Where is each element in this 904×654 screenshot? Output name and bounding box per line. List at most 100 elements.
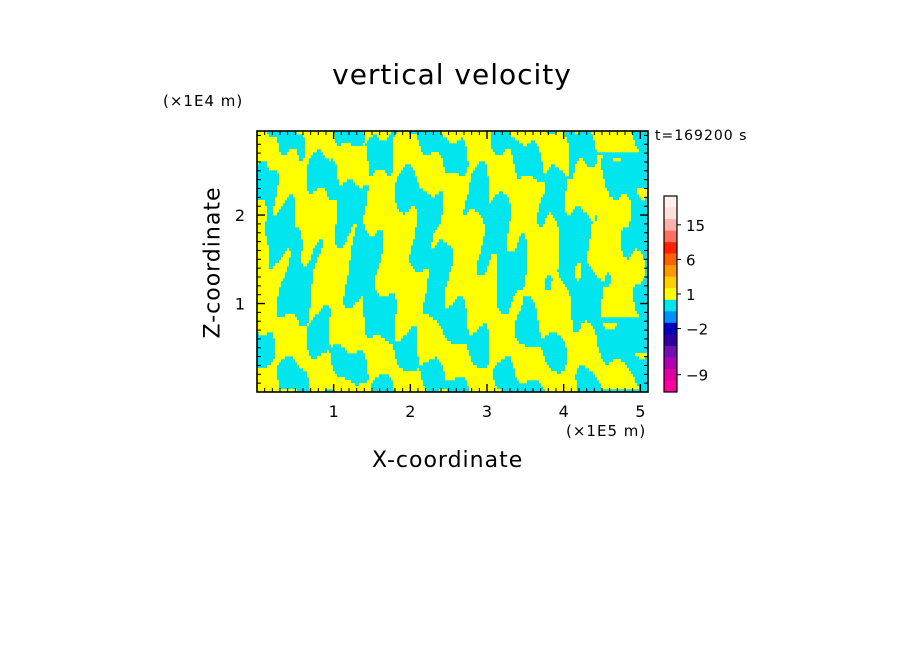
positive-region bbox=[365, 209, 399, 213]
positive-region bbox=[365, 134, 373, 138]
positive-region bbox=[441, 362, 473, 366]
positive-region bbox=[565, 206, 575, 210]
positive-region bbox=[393, 170, 401, 174]
positive-region bbox=[257, 371, 277, 375]
positive-region bbox=[509, 311, 519, 315]
positive-region bbox=[577, 278, 579, 282]
colorbar-segment bbox=[664, 380, 677, 393]
positive-region bbox=[397, 299, 425, 303]
positive-region bbox=[363, 143, 365, 147]
positive-region bbox=[303, 245, 315, 249]
positive-region bbox=[307, 371, 335, 375]
positive-region bbox=[329, 341, 389, 345]
positive-region bbox=[317, 188, 325, 192]
positive-region bbox=[273, 335, 307, 339]
positive-region bbox=[321, 248, 351, 252]
colorbar-segment bbox=[664, 311, 677, 324]
positive-region bbox=[447, 137, 461, 141]
positive-region bbox=[365, 224, 417, 228]
positive-region bbox=[307, 323, 309, 327]
positive-region bbox=[257, 383, 279, 387]
positive-region bbox=[441, 131, 491, 135]
positive-region bbox=[489, 362, 497, 366]
positive-region bbox=[367, 200, 395, 204]
positive-region bbox=[609, 362, 625, 366]
positive-region bbox=[275, 200, 285, 204]
positive-region bbox=[581, 326, 593, 330]
positive-region bbox=[305, 146, 367, 150]
positive-region bbox=[577, 161, 585, 165]
positive-region bbox=[507, 245, 517, 249]
positive-region bbox=[257, 245, 269, 249]
positive-region bbox=[257, 257, 269, 261]
positive-region bbox=[573, 176, 603, 180]
positive-region bbox=[347, 350, 357, 354]
positive-region bbox=[277, 185, 307, 189]
positive-region bbox=[585, 365, 627, 369]
positive-region bbox=[257, 242, 267, 246]
positive-region bbox=[383, 248, 411, 252]
positive-region bbox=[257, 203, 265, 207]
positive-region bbox=[279, 179, 307, 183]
positive-region bbox=[383, 233, 415, 237]
positive-region bbox=[469, 389, 503, 392]
positive-region bbox=[295, 224, 335, 228]
positive-region bbox=[525, 278, 545, 282]
positive-region bbox=[359, 299, 363, 303]
positive-region bbox=[257, 302, 277, 306]
positive-region bbox=[395, 320, 437, 324]
positive-region bbox=[257, 389, 297, 392]
positive-region bbox=[597, 158, 601, 162]
positive-region bbox=[467, 383, 495, 387]
positive-region bbox=[293, 356, 311, 360]
positive-region bbox=[611, 275, 645, 279]
positive-region bbox=[511, 209, 539, 213]
positive-region bbox=[369, 377, 375, 381]
positive-region bbox=[383, 230, 415, 234]
positive-region bbox=[525, 236, 559, 240]
positive-region bbox=[559, 167, 569, 171]
positive-region bbox=[309, 308, 321, 312]
positive-region bbox=[267, 365, 277, 369]
positive-region bbox=[465, 140, 491, 144]
plot-frame bbox=[256, 130, 649, 393]
positive-region bbox=[487, 167, 515, 171]
positive-region bbox=[267, 164, 307, 168]
positive-region bbox=[367, 197, 395, 201]
positive-region bbox=[373, 335, 381, 339]
positive-region bbox=[491, 254, 497, 258]
positive-region bbox=[487, 323, 515, 327]
positive-region bbox=[603, 323, 617, 327]
positive-region bbox=[641, 197, 645, 201]
positive-region bbox=[417, 347, 467, 351]
positive-region bbox=[443, 368, 493, 372]
positive-region bbox=[375, 275, 429, 279]
positive-region bbox=[305, 143, 337, 147]
positive-region bbox=[431, 242, 437, 246]
positive-region bbox=[639, 356, 645, 360]
positive-region bbox=[345, 242, 353, 246]
positive-region bbox=[565, 197, 613, 201]
positive-region bbox=[511, 206, 539, 210]
positive-region bbox=[305, 149, 317, 153]
positive-region bbox=[507, 236, 519, 240]
positive-region bbox=[467, 323, 483, 327]
colorbar-segment bbox=[664, 207, 677, 220]
positive-region bbox=[489, 332, 515, 336]
positive-region bbox=[439, 359, 471, 363]
positive-region bbox=[467, 326, 479, 330]
positive-region bbox=[301, 257, 311, 261]
positive-region bbox=[575, 272, 581, 276]
positive-region bbox=[329, 335, 367, 339]
positive-region bbox=[575, 275, 581, 279]
positive-region bbox=[491, 257, 497, 261]
positive-region bbox=[513, 296, 523, 300]
positive-region bbox=[445, 371, 493, 375]
positive-region bbox=[257, 320, 299, 324]
positive-region bbox=[395, 332, 407, 336]
positive-region bbox=[397, 302, 423, 306]
positive-region bbox=[513, 362, 547, 366]
positive-region bbox=[311, 290, 345, 294]
positive-region bbox=[257, 314, 277, 318]
positive-region bbox=[299, 227, 335, 231]
